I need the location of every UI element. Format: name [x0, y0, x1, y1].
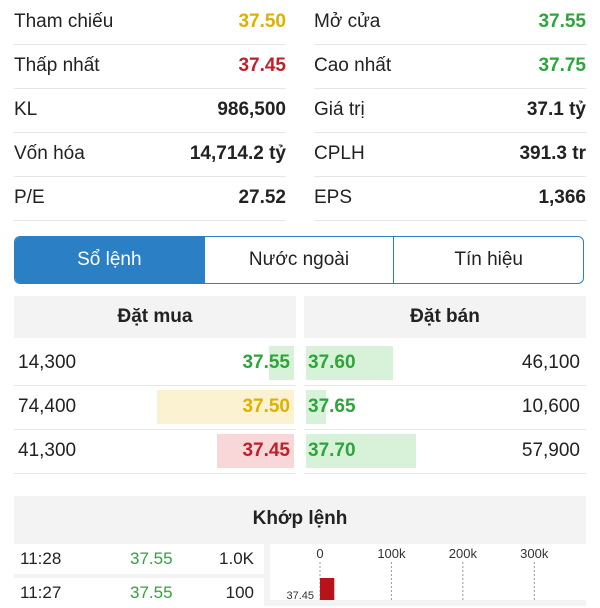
buy-order-row: 74,400 37.50 [14, 385, 296, 430]
stat-label: Vốn hóa [14, 143, 85, 164]
tab-order-book[interactable]: Sổ lệnh [15, 237, 204, 283]
buy-volume: 41,300 [18, 440, 77, 461]
stat-row: Mở cửa 37.55 [314, 0, 586, 45]
stat-row: P/E 27.52 [14, 176, 286, 221]
stat-value: 37.55 [538, 11, 586, 32]
stat-row: Vốn hóa 14,714.2 tỷ [14, 132, 286, 177]
buy-volume-bar [157, 390, 294, 424]
price-level-label: 37.45 [286, 590, 314, 600]
sell-header: Đặt bán [304, 296, 586, 338]
sell-volume: 57,900 [521, 440, 580, 461]
stat-value: 14,714.2 tỷ [189, 143, 286, 164]
buy-header-label: Đặt mua [117, 306, 193, 327]
stat-label: Cao nhất [314, 55, 392, 76]
stat-label: EPS [314, 187, 353, 208]
stat-row: KL 986,500 [14, 88, 286, 133]
stat-label: Giá trị [314, 99, 365, 120]
buy-price: 37.50 [242, 396, 290, 417]
stat-value: 37.75 [538, 55, 586, 76]
sell-volume-bar [306, 434, 416, 468]
stat-value: 37.45 [238, 55, 286, 76]
matched-price: 37.55 [130, 583, 173, 602]
stat-value: 986,500 [217, 99, 286, 120]
buy-volume: 74,400 [18, 396, 77, 417]
stat-value: 27.52 [238, 187, 286, 208]
sell-price: 37.60 [308, 352, 356, 373]
sell-volume-bar [306, 346, 393, 380]
buy-price: 37.45 [242, 440, 290, 461]
sell-price: 37.65 [308, 396, 356, 417]
stat-label: KL [14, 99, 38, 120]
matched-volume-chart: 0 100k 200k 300k 37.45 [270, 544, 586, 602]
stat-row: Cao nhất 37.75 [314, 44, 586, 89]
matched-price: 37.55 [130, 549, 173, 568]
sell-volume: 10,600 [521, 396, 580, 417]
stat-label: Mở cửa [314, 11, 381, 32]
stat-row: EPS 1,366 [314, 176, 586, 221]
x-tick-label: 0 [316, 546, 323, 561]
buy-order-row: 41,300 37.45 [14, 429, 296, 474]
sell-header-label: Đặt bán [410, 306, 480, 327]
buy-order-row: 14,300 37.55 [14, 341, 296, 386]
matched-title: Khớp lệnh [252, 508, 348, 529]
sell-volume-bar [306, 390, 326, 424]
stat-value: 37.50 [238, 11, 286, 32]
tab-foreign[interactable]: Nước ngoài [203, 237, 394, 283]
matched-volume-chart-svg: 0 100k 200k 300k 37.45 [286, 546, 549, 602]
stat-label: Thấp nhất [14, 55, 100, 76]
stat-row: CPLH 391.3 tr [314, 132, 586, 177]
stat-label: P/E [14, 187, 45, 208]
matched-row: 11:27 37.55 100 [14, 578, 264, 608]
sell-order-row: 37.65 10,600 [304, 385, 586, 430]
stat-value: 1,366 [538, 187, 586, 208]
matched-time: 11:27 [20, 583, 62, 602]
volume-bar [320, 578, 335, 600]
matched-row: 11:28 37.55 1.0K [14, 544, 264, 574]
stat-row: Tham chiếu 37.50 [14, 0, 286, 45]
x-tick-label: 300k [520, 546, 549, 561]
tab-bar: Sổ lệnh Nước ngoài Tín hiệu [14, 236, 584, 284]
tab-signals[interactable]: Tín hiệu [393, 237, 583, 283]
sell-price: 37.70 [308, 440, 356, 461]
stat-value: 37.1 tỷ [526, 99, 586, 120]
stat-label: Tham chiếu [14, 11, 114, 32]
buy-header: Đặt mua [14, 296, 296, 338]
stat-row: Giá trị 37.1 tỷ [314, 88, 586, 133]
sell-order-row: 37.60 46,100 [304, 341, 586, 386]
stat-label: CPLH [314, 143, 365, 164]
buy-price: 37.55 [242, 352, 290, 373]
matched-volume: 1.0K [219, 549, 254, 568]
buy-volume-bar [269, 346, 294, 380]
x-tick-label: 200k [449, 546, 478, 561]
sell-volume: 46,100 [521, 352, 580, 373]
stat-value: 391.3 tr [519, 143, 586, 164]
matched-volume: 100 [225, 583, 254, 602]
matched-time: 11:28 [20, 549, 62, 568]
sell-order-row: 37.70 57,900 [304, 429, 586, 474]
buy-volume-bar [217, 434, 294, 468]
stat-row: Thấp nhất 37.45 [14, 44, 286, 89]
buy-volume: 14,300 [18, 352, 77, 373]
x-tick-label: 100k [377, 546, 406, 561]
